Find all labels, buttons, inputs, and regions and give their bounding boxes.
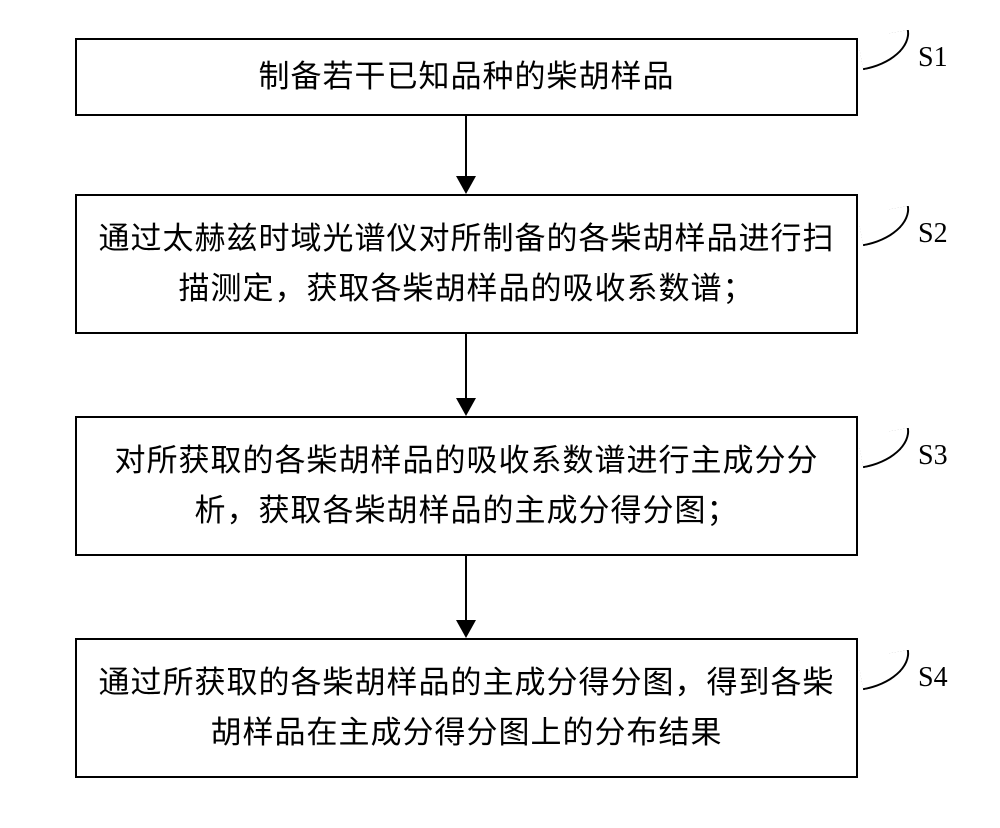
step-label-s2: S2 bbox=[918, 218, 948, 250]
step-text-s1: 制备若干已知品种的柴胡样品 bbox=[259, 52, 675, 102]
step-box-s3: 对所获取的各柴胡样品的吸收系数谱进行主成分分析，获取各柴胡样品的主成分得分图； bbox=[75, 416, 858, 556]
step-box-s4: 通过所获取的各柴胡样品的主成分得分图，得到各柴胡样品在主成分得分图上的分布结果 bbox=[75, 638, 858, 778]
arrow-s2-s3 bbox=[456, 334, 476, 416]
step-box-s1: 制备若干已知品种的柴胡样品 bbox=[75, 38, 858, 116]
step-label-s4: S4 bbox=[918, 662, 948, 694]
step-text-s4: 通过所获取的各柴胡样品的主成分得分图，得到各柴胡样品在主成分得分图上的分布结果 bbox=[97, 658, 836, 757]
label-connector-s1 bbox=[858, 30, 915, 71]
step-box-s2: 通过太赫兹时域光谱仪对所制备的各柴胡样品进行扫描测定，获取各柴胡样品的吸收系数谱… bbox=[75, 194, 858, 334]
arrow-s3-s4 bbox=[456, 556, 476, 638]
step-text-s3: 对所获取的各柴胡样品的吸收系数谱进行主成分分析，获取各柴胡样品的主成分得分图； bbox=[97, 436, 836, 535]
label-connector-s2 bbox=[858, 206, 915, 247]
label-connector-s3 bbox=[858, 428, 915, 469]
step-label-s1: S1 bbox=[918, 42, 948, 74]
arrow-s1-s2 bbox=[456, 116, 476, 194]
flowchart-canvas: 制备若干已知品种的柴胡样品 S1 通过太赫兹时域光谱仪对所制备的各柴胡样品进行扫… bbox=[0, 0, 1000, 828]
step-label-s3: S3 bbox=[918, 440, 948, 472]
label-connector-s4 bbox=[858, 650, 915, 691]
step-text-s2: 通过太赫兹时域光谱仪对所制备的各柴胡样品进行扫描测定，获取各柴胡样品的吸收系数谱… bbox=[97, 214, 836, 313]
